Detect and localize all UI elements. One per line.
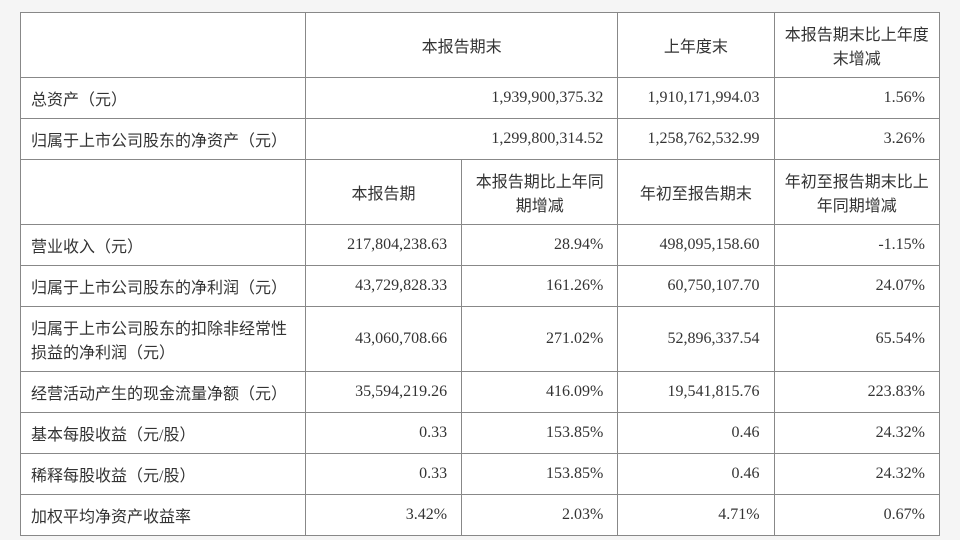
header1-col2: 本报告期末 xyxy=(305,13,617,78)
cell-value: 0.33 xyxy=(305,454,461,495)
header-row-1: 本报告期末 上年度末 本报告期末比上年度末增减 xyxy=(21,13,940,78)
row-label: 归属于上市公司股东的净资产（元） xyxy=(21,119,306,160)
financial-table: 本报告期末 上年度末 本报告期末比上年度末增减 总资产（元） 1,939,900… xyxy=(20,12,940,536)
cell-value: 24.32% xyxy=(774,454,939,495)
cell-value: 1,258,762,532.99 xyxy=(618,119,774,160)
cell-value: 3.42% xyxy=(305,495,461,536)
header1-col4: 本报告期末比上年度末增减 xyxy=(774,13,939,78)
header1-blank xyxy=(21,13,306,78)
header-row-2: 本报告期 本报告期比上年同期增减 年初至报告期末 年初至报告期末比上年同期增减 xyxy=(21,160,940,225)
cell-value: 416.09% xyxy=(462,372,618,413)
section1-row: 归属于上市公司股东的净资产（元） 1,299,800,314.52 1,258,… xyxy=(21,119,940,160)
cell-value: 4.71% xyxy=(618,495,774,536)
cell-value: 153.85% xyxy=(462,454,618,495)
cell-value: 1,299,800,314.52 xyxy=(305,119,617,160)
section2-row: 营业收入（元） 217,804,238.63 28.94% 498,095,15… xyxy=(21,225,940,266)
section2-row: 归属于上市公司股东的净利润（元） 43,729,828.33 161.26% 6… xyxy=(21,266,940,307)
row-label: 稀释每股收益（元/股） xyxy=(21,454,306,495)
section2-row: 归属于上市公司股东的扣除非经常性损益的净利润（元） 43,060,708.66 … xyxy=(21,307,940,372)
section1-row: 总资产（元） 1,939,900,375.32 1,910,171,994.03… xyxy=(21,78,940,119)
cell-value: 19,541,815.76 xyxy=(618,372,774,413)
cell-value: 3.26% xyxy=(774,119,939,160)
cell-value: 28.94% xyxy=(462,225,618,266)
cell-value: 65.54% xyxy=(774,307,939,372)
header2-col4: 年初至报告期末 xyxy=(618,160,774,225)
cell-value: -1.15% xyxy=(774,225,939,266)
cell-value: 43,729,828.33 xyxy=(305,266,461,307)
cell-value: 1,910,171,994.03 xyxy=(618,78,774,119)
section2-row: 加权平均净资产收益率 3.42% 2.03% 4.71% 0.67% xyxy=(21,495,940,536)
header2-blank xyxy=(21,160,306,225)
cell-value: 1,939,900,375.32 xyxy=(305,78,617,119)
row-label: 基本每股收益（元/股） xyxy=(21,413,306,454)
cell-value: 0.33 xyxy=(305,413,461,454)
cell-value: 2.03% xyxy=(462,495,618,536)
section2-row: 基本每股收益（元/股） 0.33 153.85% 0.46 24.32% xyxy=(21,413,940,454)
row-label: 营业收入（元） xyxy=(21,225,306,266)
cell-value: 35,594,219.26 xyxy=(305,372,461,413)
cell-value: 0.67% xyxy=(774,495,939,536)
cell-value: 1.56% xyxy=(774,78,939,119)
header2-col5: 年初至报告期末比上年同期增减 xyxy=(774,160,939,225)
cell-value: 161.26% xyxy=(462,266,618,307)
section2-row: 稀释每股收益（元/股） 0.33 153.85% 0.46 24.32% xyxy=(21,454,940,495)
header1-col3: 上年度末 xyxy=(618,13,774,78)
cell-value: 153.85% xyxy=(462,413,618,454)
cell-value: 223.83% xyxy=(774,372,939,413)
cell-value: 24.07% xyxy=(774,266,939,307)
row-label: 归属于上市公司股东的扣除非经常性损益的净利润（元） xyxy=(21,307,306,372)
cell-value: 498,095,158.60 xyxy=(618,225,774,266)
row-label: 加权平均净资产收益率 xyxy=(21,495,306,536)
cell-value: 60,750,107.70 xyxy=(618,266,774,307)
cell-value: 0.46 xyxy=(618,454,774,495)
cell-value: 0.46 xyxy=(618,413,774,454)
cell-value: 217,804,238.63 xyxy=(305,225,461,266)
row-label: 总资产（元） xyxy=(21,78,306,119)
header2-col3: 本报告期比上年同期增减 xyxy=(462,160,618,225)
row-label: 归属于上市公司股东的净利润（元） xyxy=(21,266,306,307)
cell-value: 52,896,337.54 xyxy=(618,307,774,372)
cell-value: 24.32% xyxy=(774,413,939,454)
cell-value: 271.02% xyxy=(462,307,618,372)
section2-row: 经营活动产生的现金流量净额（元） 35,594,219.26 416.09% 1… xyxy=(21,372,940,413)
header2-col2: 本报告期 xyxy=(305,160,461,225)
cell-value: 43,060,708.66 xyxy=(305,307,461,372)
row-label: 经营活动产生的现金流量净额（元） xyxy=(21,372,306,413)
